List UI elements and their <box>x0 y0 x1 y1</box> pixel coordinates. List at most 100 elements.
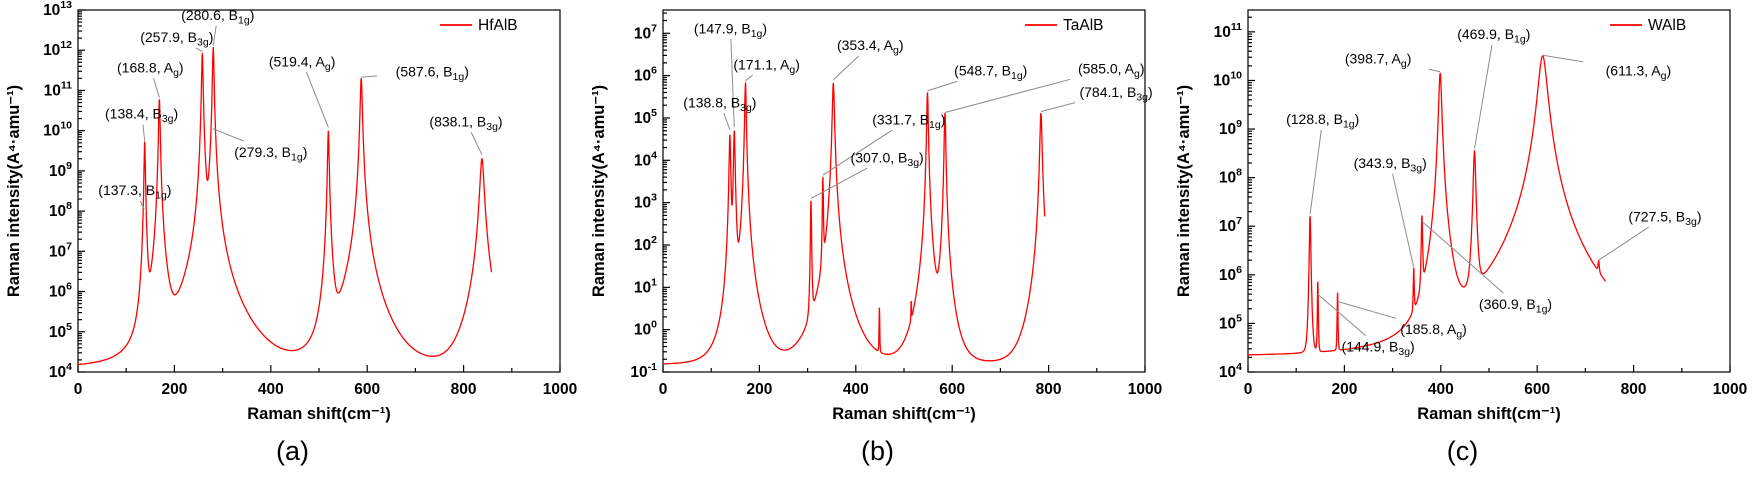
svg-text:107: 107 <box>49 240 72 260</box>
legend: HfAlB <box>440 17 518 34</box>
annotation-leader-line <box>1598 226 1649 261</box>
svg-text:105: 105 <box>49 321 72 341</box>
y-axis-title: Raman intensity(A⁴·amu⁻¹) <box>590 85 608 297</box>
chart-walb: 0 200 400 600 800 100010410510610710810910101… <box>1175 9 1748 423</box>
svg-text:106: 106 <box>1219 264 1242 284</box>
peak-annotation-label: (727.5, B3g) <box>1628 208 1701 228</box>
svg-text:106: 106 <box>634 65 657 85</box>
svg-text:1012: 1012 <box>43 39 72 59</box>
y-tick-labels: 104 105 106 107 108 109 1010 1011 1012 1013 <box>43 0 72 381</box>
panel-a: 0 200 400 600 800 1000 104 105 106 107 108 109 1010 1… <box>0 0 585 467</box>
svg-text:800: 800 <box>451 381 477 398</box>
legend-series-label: TaAlB <box>1063 17 1104 34</box>
svg-text:10-1: 10-1 <box>630 361 657 381</box>
svg-text:104: 104 <box>634 149 657 169</box>
x-tick-labels: 0 200 400 600 800 1000 <box>1244 381 1748 398</box>
annotation-leader-line <box>305 71 329 128</box>
annotation-leader-line <box>730 39 735 128</box>
svg-text:105: 105 <box>634 107 657 127</box>
svg-text:600: 600 <box>1524 381 1550 398</box>
peak-annotation-label: (185.8, Ag) <box>1400 321 1467 341</box>
svg-text:107: 107 <box>1219 215 1242 235</box>
x-axis-title: Raman shift(cm⁻¹) <box>1417 405 1560 423</box>
x-axis-title: Raman shift(cm⁻¹) <box>832 405 975 423</box>
y-tick-labels: 10-1 100 101 102 103 104 105 106 107 <box>630 22 657 381</box>
spectrum-curve <box>663 81 1046 365</box>
panel-letter-b: (b) <box>861 436 894 466</box>
peak-annotation-label: (307.0, B3g) <box>851 149 924 169</box>
peak-annotation-label: (144.9, B3g) <box>1342 339 1415 359</box>
axis-ticks <box>1247 16 1731 373</box>
peak-annotations: (147.9, B1g) (171.1, Ag) (138.8, B3g) (353.… <box>683 20 1153 199</box>
annotation-leader-line <box>212 128 244 142</box>
peak-annotations: (469.9, B1g) (398.7, Ag) (611.3, Ag) (128.8… <box>1286 26 1701 358</box>
peak-annotation-label: (138.8, B3g) <box>683 94 756 114</box>
svg-text:106: 106 <box>49 281 72 301</box>
annotation-leader-line <box>195 47 203 52</box>
peak-annotation-label: (279.3, B1g) <box>234 144 307 164</box>
peak-annotation-label: (343.9, B3g) <box>1354 155 1427 175</box>
peak-annotation-label: (784.1, B3g) <box>1079 84 1152 104</box>
peak-annotation-label: (585.0, Ag) <box>1078 61 1145 81</box>
peak-annotation-label: (280.6, B1g) <box>181 7 254 27</box>
annotation-leader-line <box>153 77 160 98</box>
raman-spectra-figure: 0 200 400 600 800 1000 104 105 106 107 108 109 1010 1… <box>0 0 1748 467</box>
svg-text:800: 800 <box>1036 381 1062 398</box>
legend-series-label: HfAlB <box>478 17 518 34</box>
annotation-leader-line <box>1474 44 1493 149</box>
peak-annotation-label: (331.7, B1g) <box>872 111 945 131</box>
peak-annotation-label: (171.1, Ag) <box>733 56 800 76</box>
svg-text:104: 104 <box>1219 361 1242 381</box>
svg-text:0: 0 <box>1244 381 1253 398</box>
annotation-leader-line <box>142 124 146 141</box>
annotation-leader-line <box>822 129 893 176</box>
y-tick-labels: 104 105 106 107 108 109 1010 1011 <box>1213 21 1242 381</box>
peak-annotation-label: (611.3, Ag) <box>1606 63 1672 83</box>
peak-annotation-label: (548.7, B1g) <box>954 63 1027 83</box>
annotation-leader-line <box>1337 301 1397 319</box>
annotation-leader-line <box>1040 102 1076 113</box>
annotation-leader-line <box>139 200 145 210</box>
panel-letter-c: (c) <box>1446 436 1479 466</box>
svg-text:0: 0 <box>659 381 668 398</box>
svg-text:1011: 1011 <box>1214 21 1243 41</box>
panel-b: 0 200 400 600 800 1000 10-1 100 101 102 103 104 105 1… <box>585 0 1170 467</box>
peak-annotation-label: (353.4, Ag) <box>837 37 904 57</box>
svg-text:100: 100 <box>634 319 657 339</box>
svg-text:103: 103 <box>634 192 657 212</box>
annotation-leader-line <box>1392 173 1415 268</box>
svg-text:108: 108 <box>49 200 72 220</box>
svg-text:1010: 1010 <box>43 120 72 140</box>
annotation-leader-line <box>1428 68 1441 73</box>
annotation-leader-line <box>1542 54 1584 63</box>
svg-text:105: 105 <box>1219 312 1242 332</box>
svg-text:104: 104 <box>49 361 72 381</box>
svg-text:107: 107 <box>634 22 657 42</box>
y-axis-title: Raman intensity(A⁴·amu⁻¹) <box>1175 85 1193 297</box>
y-axis-title: Raman intensity(A⁴·amu⁻¹) <box>5 85 23 297</box>
svg-text:102: 102 <box>634 234 657 254</box>
annotation-leader-line <box>944 78 1071 113</box>
legend: TaAlB <box>1025 17 1104 34</box>
svg-text:1013: 1013 <box>43 0 72 19</box>
axis-ticks <box>662 12 1146 373</box>
peak-annotation-label: (469.9, B1g) <box>1457 26 1530 46</box>
svg-text:1000: 1000 <box>1128 381 1162 398</box>
annotation-leader-line <box>1317 293 1367 337</box>
annotation-leader-line <box>927 80 958 92</box>
annotation-leader-line <box>810 167 868 199</box>
svg-text:109: 109 <box>49 160 72 180</box>
peak-annotation-label: (519.4, Ag) <box>269 53 336 73</box>
chart-taalb: 0 200 400 600 800 100010-11001011021031041051… <box>590 9 1162 423</box>
svg-text:1010: 1010 <box>1213 69 1242 89</box>
peak-annotation-label: (587.6, B1g) <box>396 63 469 83</box>
spectrum-curve <box>78 46 493 366</box>
svg-text:101: 101 <box>634 276 657 296</box>
svg-text:600: 600 <box>939 381 965 398</box>
svg-text:200: 200 <box>1331 381 1357 398</box>
annotation-leader-line <box>212 25 217 46</box>
legend-series-label: WAlB <box>1648 17 1686 34</box>
peak-annotation-label: (838.1, B3g) <box>429 114 502 133</box>
annotation-leader-line <box>1309 129 1322 215</box>
svg-text:0: 0 <box>74 381 83 398</box>
